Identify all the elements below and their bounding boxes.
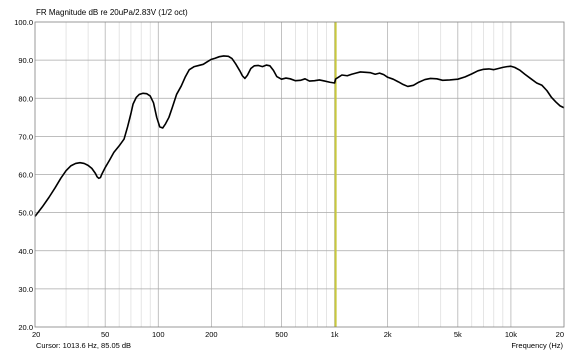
- x-axis-tick-labels: 20 50 100 200 500 1k 2k 5k 10k 20: [32, 330, 564, 339]
- y-tick-label: 30.0: [18, 285, 33, 294]
- x-tick-label: 50: [101, 330, 109, 339]
- y-tick-label: 50.0: [18, 209, 33, 218]
- x-tick-label: 100: [152, 330, 165, 339]
- x-tick-label: 2k: [384, 330, 392, 339]
- x-tick-label: 10k: [505, 330, 517, 339]
- y-axis-tick-labels: 100.0 90.0 80.0 70.0 60.0 50.0 40.0 30.0 20.0: [14, 18, 33, 332]
- major-gridlines: [35, 22, 564, 327]
- plot-frame: [34, 21, 565, 328]
- y-tick-label: 20.0: [18, 323, 33, 332]
- y-tick-label: 90.0: [18, 56, 33, 65]
- x-tick-label: 1k: [331, 330, 339, 339]
- x-tick-label: 500: [275, 330, 288, 339]
- y-tick-label: 100.0: [14, 18, 33, 27]
- y-tick-label: 80.0: [18, 94, 33, 103]
- y-tick-label: 70.0: [18, 132, 33, 141]
- x-tick-label: 20: [32, 330, 40, 339]
- chart-title: FR Magnitude dB re 20uPa/2.83V (1/2 oct): [36, 8, 188, 17]
- x-tick-label: 5k: [454, 330, 462, 339]
- y-tick-label: 60.0: [18, 171, 33, 180]
- x-axis-label: Frequency (Hz): [511, 341, 563, 350]
- response-curve: [34, 55, 565, 217]
- cursor-readout: Cursor: 1013.6 Hz, 85.05 dB: [36, 341, 131, 350]
- x-tick-label: 20: [556, 330, 564, 339]
- y-tick-label: 40.0: [18, 247, 33, 256]
- x-tick-label: 200: [205, 330, 218, 339]
